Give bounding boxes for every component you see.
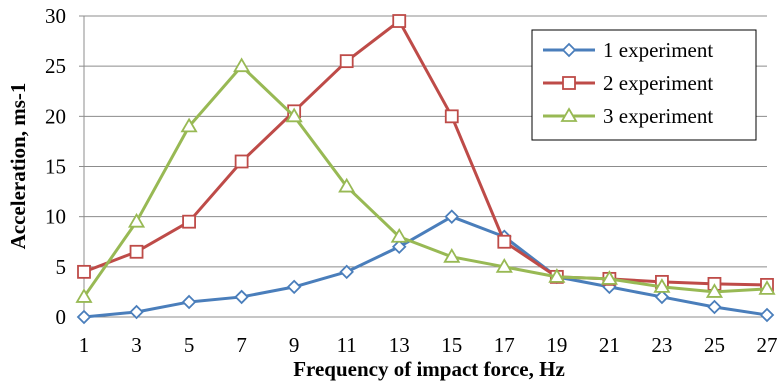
data-point <box>498 236 510 248</box>
x-tick-label: 11 <box>337 333 357 357</box>
x-tick-label: 1 <box>79 333 90 357</box>
data-point <box>78 266 90 278</box>
y-tick-label: 25 <box>45 54 66 78</box>
x-tick-label: 17 <box>494 333 515 357</box>
data-point <box>183 216 195 228</box>
x-tick-label: 19 <box>546 333 567 357</box>
x-tick-label: 27 <box>757 333 778 357</box>
data-point <box>235 59 249 71</box>
x-tick-label: 7 <box>236 333 247 357</box>
legend: 1 experiment 2 experiment 3 experiment <box>532 30 756 140</box>
data-point <box>131 306 143 318</box>
x-tick-label: 13 <box>389 333 410 357</box>
data-point <box>183 296 195 308</box>
data-point <box>708 301 720 313</box>
x-tick-label: 25 <box>704 333 725 357</box>
y-tick-label: 30 <box>45 4 66 28</box>
data-point <box>236 155 248 167</box>
legend-marker <box>563 77 575 89</box>
x-tick-labels: 1 3 5 7 9 11 13 15 17 19 21 23 25 27 <box>79 333 778 357</box>
y-axis-title: Acceleration, ms-1 <box>6 83 30 250</box>
y-tick-label: 5 <box>56 255 67 279</box>
data-point <box>341 55 353 67</box>
data-point <box>131 246 143 258</box>
legend-label: 2 experiment <box>603 71 713 95</box>
data-point <box>78 311 90 323</box>
x-tick-label: 5 <box>184 333 195 357</box>
legend-label: 1 experiment <box>603 38 713 62</box>
y-tick-label: 10 <box>45 205 66 229</box>
x-tick-label: 21 <box>599 333 620 357</box>
y-tick-label: 0 <box>56 305 67 329</box>
x-tick-label: 9 <box>289 333 300 357</box>
data-point <box>341 266 353 278</box>
y-tick-labels: 0 5 10 15 20 25 30 <box>45 4 66 329</box>
y-tick-label: 15 <box>45 155 66 179</box>
legend-label: 3 experiment <box>603 104 713 128</box>
x-tick-label: 15 <box>441 333 462 357</box>
data-point <box>393 15 405 27</box>
x-axis-title: Frequency of impact force, Hz <box>293 357 565 381</box>
x-tick-label: 23 <box>651 333 672 357</box>
data-point <box>446 211 458 223</box>
data-point <box>288 281 300 293</box>
data-point <box>761 309 773 321</box>
y-tick-label: 20 <box>45 104 66 128</box>
data-point <box>236 291 248 303</box>
x-tick-label: 3 <box>131 333 142 357</box>
data-point <box>446 110 458 122</box>
